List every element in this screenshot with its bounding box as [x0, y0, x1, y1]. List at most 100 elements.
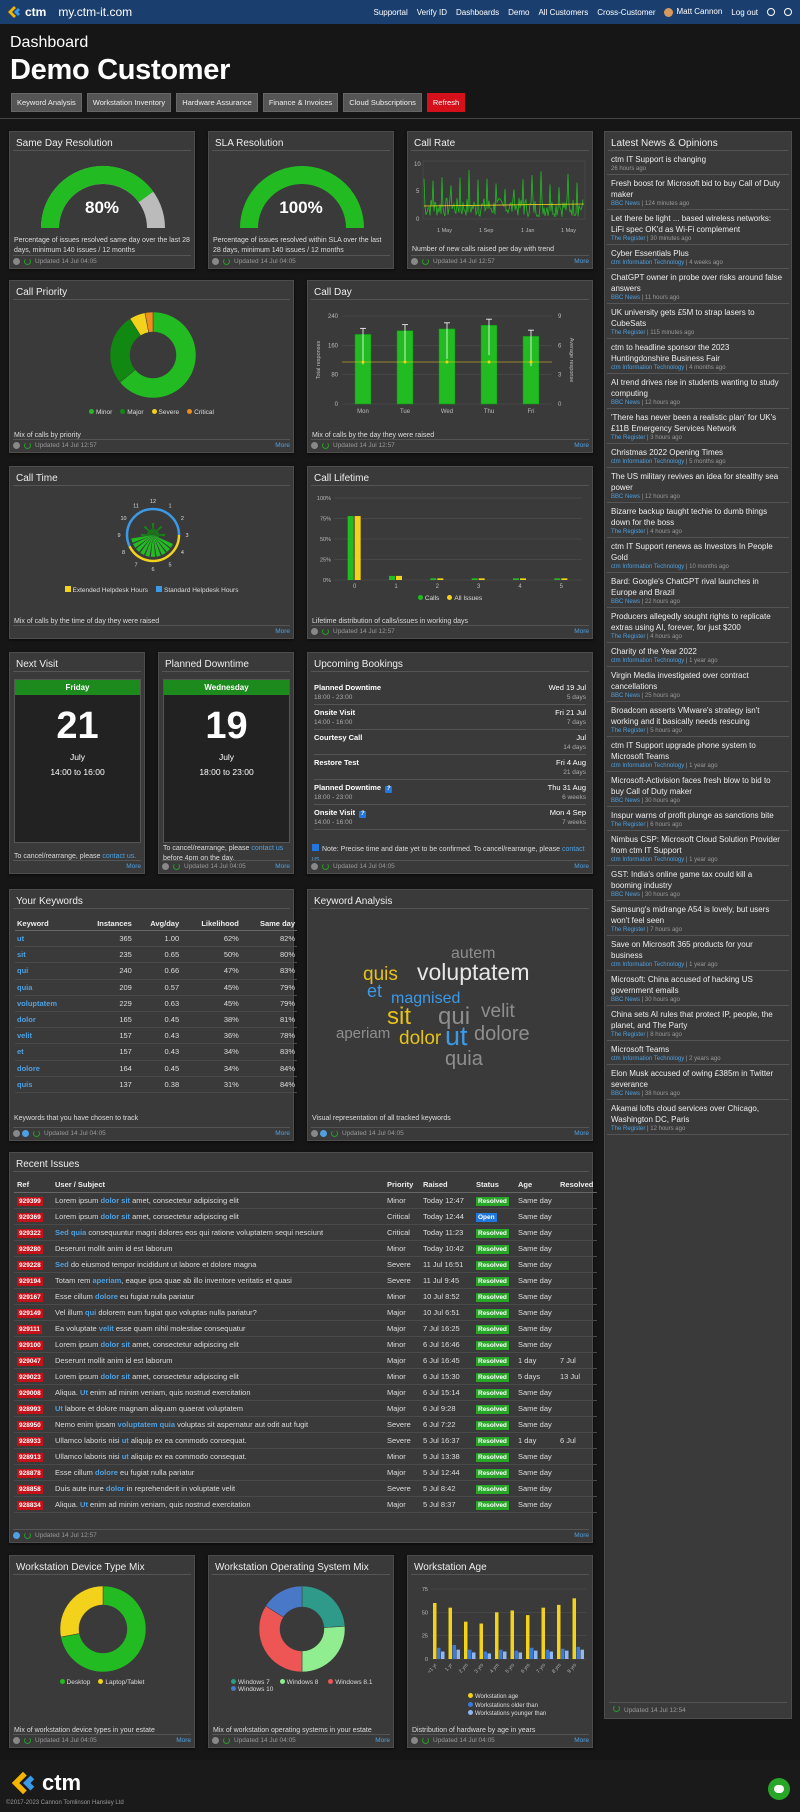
news-headline[interactable]: China sets AI rules that protect IP, peo… [611, 1010, 773, 1030]
more-link[interactable]: More [275, 1130, 290, 1137]
issue-ref[interactable]: 928993 [14, 1400, 52, 1417]
site-name[interactable]: my.ctm-it.com [58, 5, 133, 19]
news-headline[interactable]: Save on Microsoft 365 products for your … [611, 940, 753, 960]
more-link[interactable]: More [574, 628, 589, 635]
issue-subject[interactable]: Lorem ipsum dolor sit amet, consectetur … [52, 1336, 384, 1353]
news-item[interactable]: Akamai lofts cloud services over Chicago… [607, 1100, 789, 1135]
issue-subject[interactable]: Nemo enim ipsam voluptatem quia voluptas… [52, 1416, 384, 1433]
more-link[interactable]: More [574, 258, 589, 265]
more-link[interactable]: More [126, 863, 141, 870]
column-header[interactable]: Raised [420, 1177, 473, 1193]
issue-subject[interactable]: Ullamco laboris nisi ut aliquip ex ea co… [52, 1448, 384, 1465]
issue-ref[interactable]: 929047 [14, 1352, 52, 1369]
issue-subject[interactable]: Aliqua. Ut enim ad minim veniam, quis no… [52, 1384, 384, 1401]
table-row[interactable]: 928834 Aliqua. Ut enim ad minim veniam, … [14, 1496, 597, 1513]
issue-ref[interactable]: 928834 [14, 1496, 52, 1513]
column-header[interactable]: Resolved [557, 1177, 597, 1193]
issue-ref[interactable]: 928913 [14, 1448, 52, 1465]
contact-link[interactable]: contact us [251, 845, 284, 852]
refresh-button[interactable]: Refresh [426, 93, 466, 112]
issue-subject[interactable]: Deserunt mollit anim id est laborum [52, 1352, 384, 1369]
table-row[interactable]: 929280 Deserunt mollit anim id est labor… [14, 1240, 597, 1257]
column-header[interactable]: User / Subject [52, 1177, 384, 1193]
news-item[interactable]: Bard: Google's ChatGPT rival launches in… [607, 573, 789, 608]
table-row[interactable]: voluptatem 229 0.63 45% 79% [15, 995, 297, 1012]
issue-ref[interactable]: 929194 [14, 1272, 52, 1289]
column-header[interactable]: Same day [240, 917, 297, 931]
issue-ref[interactable]: 928858 [14, 1480, 52, 1497]
table-row[interactable]: 928993 Ut labore et dolore magnam aliqua… [14, 1400, 597, 1417]
question-icon[interactable]: ? [359, 811, 367, 818]
news-item[interactable]: 'There has never been a realistic plan' … [607, 409, 789, 444]
tab-hardware-assurance[interactable]: Hardware Assurance [176, 93, 258, 112]
issue-subject[interactable]: Sed quia consequuntur magni dolores eos … [52, 1224, 384, 1241]
booking-item[interactable]: Restore Test Fri 4 Aug 21 days [314, 756, 586, 780]
chat-button[interactable] [768, 1778, 790, 1800]
news-headline[interactable]: Samsung's midrange A54 is lovely, but us… [611, 905, 770, 925]
issue-subject[interactable]: Lorem ipsum dolor sit amet, consectetur … [52, 1368, 384, 1385]
news-headline[interactable]: Inspur warns of profit plunge as sanctio… [611, 811, 774, 820]
news-headline[interactable]: Producers allegedly sought rights to rep… [611, 612, 771, 632]
booking-item[interactable]: Courtesy Call Jul 14 days [314, 731, 586, 755]
booking-item[interactable]: Planned Downtime? 18:00 - 23:00 Thu 31 Aug… [314, 781, 586, 805]
info-icon[interactable] [13, 442, 20, 449]
info-icon[interactable] [13, 1737, 20, 1744]
issue-subject[interactable]: Totam rem aperiam, eaque ipsa quae ab il… [52, 1272, 384, 1289]
tab-keyword-analysis[interactable]: Keyword Analysis [11, 93, 82, 112]
news-item[interactable]: Producers allegedly sought rights to rep… [607, 608, 789, 643]
table-row[interactable]: 928950 Nemo enim ipsam voluptatem quia v… [14, 1416, 597, 1433]
next-visit-card[interactable]: Friday 21 July 14:00 to 16:00 [14, 679, 141, 843]
table-row[interactable]: 929399 Lorem ipsum dolor sit amet, conse… [14, 1192, 597, 1209]
issue-ref[interactable]: 928878 [14, 1464, 52, 1481]
more-link[interactable]: More [275, 863, 290, 870]
column-header[interactable]: Ref [14, 1177, 52, 1193]
info-icon[interactable] [162, 863, 169, 870]
issue-subject[interactable]: Ea voluptate velit esse quam nihil moles… [52, 1320, 384, 1337]
news-headline[interactable]: UK university gets £5M to strap lasers t… [611, 308, 755, 328]
table-row[interactable]: 929369 Lorem ipsum dolor sit amet, conse… [14, 1208, 597, 1225]
news-item[interactable]: ctm IT Support is changing 26 hours ago [607, 151, 789, 175]
table-row[interactable]: 929100 Lorem ipsum dolor sit amet, conse… [14, 1336, 597, 1353]
table-row[interactable]: dolore 164 0.45 34% 84% [15, 1060, 297, 1077]
issue-subject[interactable]: Lorem ipsum dolor sit amet, consectetur … [52, 1208, 384, 1225]
issue-ref[interactable]: 929111 [14, 1320, 52, 1337]
news-item[interactable]: Inspur warns of profit plunge as sanctio… [607, 807, 789, 831]
issue-subject[interactable]: Duis aute irure dolor in reprehenderit i… [52, 1480, 384, 1497]
table-row[interactable]: 929167 Esse cillum dolore eu fugiat null… [14, 1288, 597, 1305]
column-header[interactable]: Priority [384, 1177, 420, 1193]
table-row[interactable]: ut 365 1.00 62% 82% [15, 930, 297, 948]
download-icon[interactable] [13, 1532, 20, 1539]
issue-ref[interactable]: 929369 [14, 1208, 52, 1225]
issue-subject[interactable]: Deserunt mollit anim id est laborum [52, 1240, 384, 1257]
table-row[interactable]: qui 240 0.66 47% 83% [15, 962, 297, 980]
news-headline[interactable]: ctm IT Support upgrade phone system to M… [611, 741, 756, 761]
news-headline[interactable]: ctm to headline sponsor the 2023 Hunting… [611, 343, 730, 363]
issue-subject[interactable]: Sed do eiusmod tempor incididunt ut labo… [52, 1256, 384, 1273]
news-item[interactable]: AI trend drives rise in students wanting… [607, 374, 789, 409]
booking-item[interactable]: Onsite Visit 14:00 - 16:00 Fri 21 Jul 7 day… [314, 706, 586, 730]
table-row[interactable]: 929023 Lorem ipsum dolor sit amet, conse… [14, 1368, 597, 1385]
news-headline[interactable]: Elon Musk accused of owing £385m in Twit… [611, 1069, 774, 1089]
column-header[interactable]: Age [515, 1177, 557, 1193]
table-row[interactable]: 929322 Sed quia consequuntur magni dolor… [14, 1224, 597, 1241]
issue-ref[interactable]: 929399 [14, 1192, 52, 1209]
nav-dashboards[interactable]: Dashboards [455, 7, 500, 17]
table-row[interactable]: 928933 Ullamco laboris nisi ut aliquip e… [14, 1432, 597, 1449]
news-item[interactable]: Save on Microsoft 365 products for your … [607, 936, 789, 971]
issue-ref[interactable]: 929228 [14, 1256, 52, 1273]
issue-subject[interactable]: Vel illum qui dolorem eum fugiat quo vol… [52, 1304, 384, 1321]
news-headline[interactable]: Microsoft Teams [611, 1045, 670, 1054]
table-row[interactable]: 929194 Totam rem aperiam, eaque ipsa qua… [14, 1272, 597, 1289]
news-headline[interactable]: Cyber Essentials Plus [611, 249, 689, 258]
table-row[interactable]: quis 137 0.38 31% 84% [15, 1076, 297, 1093]
issue-subject[interactable]: Ut labore et dolore magnam aliquam quaer… [52, 1400, 384, 1417]
table-row[interactable]: 929111 Ea voluptate velit esse quam nihi… [14, 1320, 597, 1337]
settings-icon[interactable] [784, 8, 792, 16]
table-row[interactable]: 928858 Duis aute irure dolor in reprehen… [14, 1480, 597, 1497]
info-icon[interactable] [311, 863, 318, 870]
issue-ref[interactable]: 929322 [14, 1224, 52, 1241]
info-icon[interactable] [311, 1130, 318, 1137]
more-link[interactable]: More [275, 628, 290, 635]
issue-subject[interactable]: Esse cillum dolore eu fugiat nulla paria… [52, 1464, 384, 1481]
issue-ref[interactable]: 929023 [14, 1368, 52, 1385]
